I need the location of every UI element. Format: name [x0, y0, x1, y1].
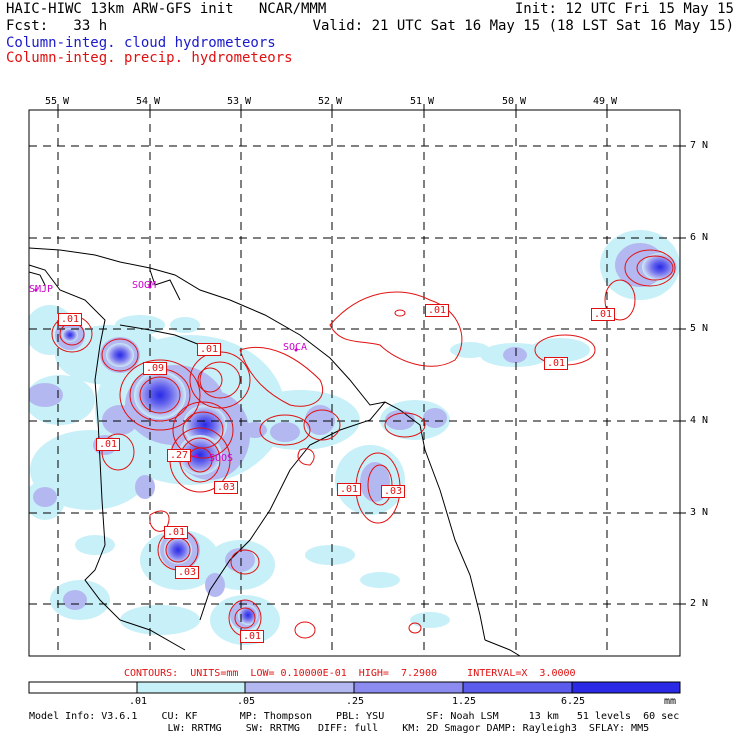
contour-label: .01	[58, 313, 83, 326]
init-time: Init: 12 UTC Fri 15 May 15	[514, 1, 734, 17]
lat-label: 2 N	[690, 598, 709, 609]
graticule	[29, 110, 680, 656]
model-info-line2: LW: RRTMG SW: RRTMG DIFF: full KM: 2D Sm…	[29, 723, 650, 734]
axis-ticks	[57, 104, 686, 605]
lat-label: 7 N	[690, 140, 709, 151]
contour-label: .01	[96, 438, 121, 451]
station-label: SOGM	[132, 280, 157, 291]
station-dots	[34, 285, 298, 458]
station-label: SMJP	[29, 284, 54, 295]
lat-label: 4 N	[690, 415, 709, 426]
colorbar-tick: .05	[237, 696, 256, 707]
contour-label: .03	[381, 485, 406, 498]
colorbar-tick: .25	[346, 696, 365, 707]
colorbar-units: mm	[664, 696, 677, 707]
lat-label: 6 N	[690, 232, 709, 243]
contour-label: .01	[544, 357, 569, 370]
contour-label: .09	[143, 362, 168, 375]
cloud-shading-core	[62, 253, 678, 625]
contour-label: .01	[197, 343, 222, 356]
forecast-hour: Fcst: 33 h	[6, 18, 108, 34]
coastlines	[28, 247, 521, 657]
header-title: HAIC-HIWC 13km ARW-GFS init NCAR/MMM	[6, 1, 327, 17]
contour-label: .27	[167, 449, 192, 462]
station-label: SOCA	[283, 342, 308, 353]
contour-label: .01	[591, 308, 616, 321]
legend-cloud: Column-integ. cloud hydrometeors	[6, 35, 276, 51]
lon-label: 50 W	[502, 96, 527, 107]
valid-time: Valid: 21 UTC Sat 16 May 15 (18 LST Sat …	[312, 18, 734, 34]
shading-layer	[29, 230, 680, 645]
lon-label: 53 W	[227, 96, 252, 107]
colorbar-tick: .01	[129, 696, 148, 707]
contour-label: .03	[175, 566, 200, 579]
lon-label: 52 W	[318, 96, 343, 107]
contour-info: CONTOURS: UNITS=mm LOW= 0.10000E-01 HIGH…	[124, 668, 576, 679]
lon-label: 54 W	[136, 96, 161, 107]
cloud-shading-light	[29, 230, 680, 645]
lat-label: 5 N	[690, 323, 709, 334]
contour-label: .01	[337, 483, 362, 496]
model-info-line1: Model Info: V3.6.1 CU: KF MP: Thompson P…	[29, 711, 680, 722]
precip-contours	[51, 249, 676, 639]
lat-label: 3 N	[690, 507, 709, 518]
contour-label: .03	[214, 481, 239, 494]
colorbar-tick: 1.25	[452, 696, 477, 707]
lon-label: 51 W	[410, 96, 435, 107]
contour-label: .01	[240, 630, 265, 643]
colorbar-tick: 6.25	[561, 696, 586, 707]
lon-label: 55 W	[45, 96, 70, 107]
contour-label: .01	[425, 304, 450, 317]
legend-precip: Column-integ. precip. hydrometeors	[6, 50, 293, 66]
colorbar	[28, 681, 681, 694]
lon-label: 49 W	[593, 96, 618, 107]
map-frame	[28, 109, 681, 657]
station-label: SOOS	[209, 453, 234, 464]
contour-label: .01	[164, 526, 189, 539]
